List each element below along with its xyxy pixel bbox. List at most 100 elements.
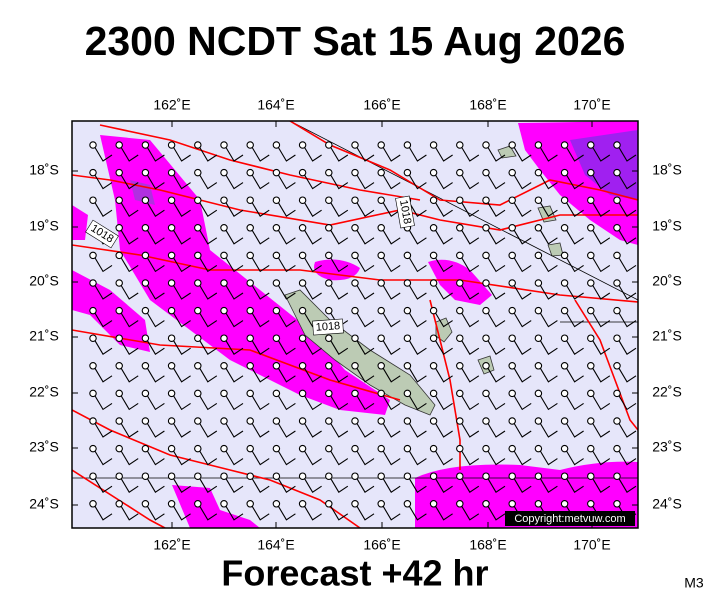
barb-station <box>298 472 307 480</box>
barb-shaft <box>277 368 296 383</box>
barb-shaft <box>173 202 191 217</box>
wind-barb <box>351 417 375 438</box>
wind-barb <box>351 362 375 383</box>
wind-barb <box>246 362 270 383</box>
barb-station <box>456 444 464 453</box>
lat-label: 22˚S <box>652 384 682 400</box>
wind-barb <box>613 224 637 245</box>
barb-shaft <box>304 257 322 273</box>
barb-shaft <box>592 257 611 273</box>
barb-shaft <box>513 368 532 383</box>
barb-station <box>508 279 516 287</box>
barb-shaft <box>539 174 558 190</box>
barb-shaft <box>382 423 401 438</box>
barb-station <box>613 362 621 370</box>
wind-barb <box>587 196 611 217</box>
lon-label: 162˚E <box>153 97 190 113</box>
wind-barb <box>298 279 322 300</box>
barb-station <box>508 417 516 425</box>
wind-barb <box>115 251 139 273</box>
barb-station <box>482 389 490 398</box>
barb-shaft <box>120 478 139 493</box>
barb-station <box>456 279 464 287</box>
barb-shaft <box>330 230 349 245</box>
wind-barb <box>587 334 611 355</box>
barb-station <box>351 251 359 260</box>
barb-shaft <box>225 395 244 411</box>
barb-shaft <box>251 395 270 411</box>
barb-shaft <box>277 202 296 217</box>
barb-shaft <box>251 423 270 438</box>
barb-shaft <box>461 450 480 466</box>
wind-barb <box>220 196 244 217</box>
barb-shaft <box>120 285 139 300</box>
barb-station <box>429 472 438 480</box>
wind-barb <box>298 334 322 355</box>
barb-shaft <box>618 230 637 245</box>
barb-station <box>298 362 307 370</box>
barb-station <box>613 196 621 204</box>
barb-station <box>167 472 176 480</box>
wind-barb <box>534 196 558 217</box>
barb-station <box>272 196 281 204</box>
barb-shaft <box>382 340 401 355</box>
wind-barb <box>429 334 453 355</box>
barb-shaft <box>251 202 270 217</box>
lat-label: 23˚S <box>652 439 682 455</box>
wind-barb <box>534 224 558 245</box>
barb-station <box>89 306 97 315</box>
barb-shaft <box>225 478 244 493</box>
wind-barb <box>508 279 532 300</box>
barb-station <box>298 417 307 425</box>
barb-station <box>482 334 490 342</box>
barb-station <box>115 472 123 480</box>
barb-station <box>298 251 307 260</box>
barb-station <box>482 224 490 232</box>
barb-station <box>429 334 438 342</box>
wind-barb <box>403 141 427 162</box>
barb-station <box>403 472 412 480</box>
wind-barb <box>534 417 558 438</box>
wind-barb <box>298 141 322 162</box>
wind-barb <box>508 196 532 217</box>
barb-station <box>351 224 359 232</box>
wind-barb <box>587 362 611 383</box>
wind-barb <box>246 472 270 493</box>
wind-barb <box>429 417 453 438</box>
barb-station <box>220 472 228 480</box>
barb-shaft <box>94 147 113 162</box>
barb-station <box>456 251 464 260</box>
barb-shaft <box>618 147 637 162</box>
wind-barb <box>220 417 244 438</box>
wind-barb <box>534 444 558 466</box>
barb-shaft <box>408 506 427 521</box>
wind-barb <box>508 417 532 438</box>
barb-shaft <box>539 147 558 162</box>
wind-barb <box>115 224 139 245</box>
wind-barb <box>272 196 296 217</box>
barb-shaft <box>173 506 191 521</box>
barb-shaft <box>304 368 322 383</box>
barb-shaft <box>146 312 165 328</box>
barb-station <box>220 362 228 370</box>
wind-barb <box>115 141 139 162</box>
wind-barb <box>141 251 165 273</box>
barb-station <box>456 306 464 315</box>
wind-barb <box>482 334 506 355</box>
barb-shaft <box>94 506 113 521</box>
barb-station <box>272 417 281 425</box>
barb-shaft <box>382 257 401 273</box>
barb-station <box>403 141 412 149</box>
wind-barb <box>325 251 349 273</box>
barb-station <box>560 306 569 315</box>
barb-station <box>246 500 254 508</box>
barb-shaft <box>487 450 506 466</box>
map: 1018 1018 1018 Copyright:metvuw.com <box>71 120 639 529</box>
barb-station <box>613 168 621 177</box>
copyright-box <box>505 511 635 526</box>
barb-station <box>351 334 359 342</box>
barb-shaft <box>120 450 139 466</box>
barb-station <box>167 279 176 287</box>
barb-shaft <box>277 312 296 328</box>
wind-barb <box>377 306 401 328</box>
